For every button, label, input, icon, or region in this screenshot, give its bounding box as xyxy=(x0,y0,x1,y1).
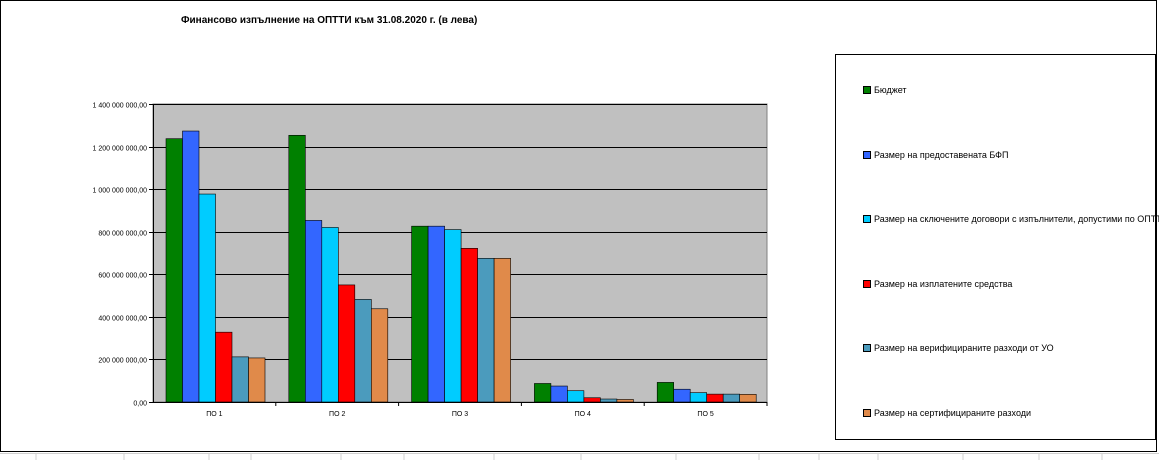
y-tick-label: 1 400 000 000,00 xyxy=(93,103,148,110)
legend-label: Бюджет xyxy=(874,85,907,95)
y-tick-label: 800 000 000,00 xyxy=(98,231,147,238)
bar xyxy=(165,138,183,403)
bar xyxy=(304,220,323,403)
legend-swatch xyxy=(863,408,871,417)
y-tick-label: 1 000 000 000,00 xyxy=(93,188,148,195)
bar xyxy=(411,225,429,403)
bar xyxy=(493,258,511,403)
legend-label: Размер на сключените договори с изпълнит… xyxy=(874,214,1159,224)
y-tick-label: 0,00 xyxy=(133,401,147,408)
bar xyxy=(354,299,372,403)
bar xyxy=(567,390,585,403)
bar xyxy=(583,397,601,403)
legend-swatch xyxy=(863,86,871,94)
legend-item: Размер на изплатените средства xyxy=(863,279,1012,289)
legend-item: Размер на предоставената БФП xyxy=(863,150,1009,160)
legend-swatch xyxy=(863,150,871,159)
bar xyxy=(616,399,634,403)
bar xyxy=(722,393,741,403)
x-tick-label: ПО 4 xyxy=(575,411,591,418)
bar xyxy=(477,258,495,403)
bar xyxy=(656,382,675,403)
bar xyxy=(182,130,200,403)
bar xyxy=(460,248,478,403)
bar xyxy=(337,284,356,403)
bar xyxy=(370,308,389,403)
legend-swatch xyxy=(863,279,871,288)
x-tick-label: ПО 5 xyxy=(697,411,713,418)
bar xyxy=(534,383,552,403)
y-tick-label: 200 000 000,00 xyxy=(98,358,147,365)
legend-label: Размер на предоставената БФП xyxy=(874,149,1009,160)
legend-label: Размер на сертифицираните разходи xyxy=(874,407,1032,418)
legend-label: Размер на верифицираните разходи от УО xyxy=(874,343,1054,353)
bar xyxy=(689,392,708,403)
bar xyxy=(739,394,757,403)
sheet-gridlines xyxy=(0,453,1159,460)
legend-swatch xyxy=(863,344,871,352)
legend-item: Размер на сертифицираните разходи xyxy=(863,408,1031,418)
legend-label: Размер на изплатените средства xyxy=(874,278,1013,289)
x-tick-label: ПО 1 xyxy=(206,411,222,418)
bar xyxy=(673,388,691,403)
bar xyxy=(427,225,445,403)
y-tick-label: 1 200 000 000,00 xyxy=(93,146,148,153)
bar xyxy=(600,398,618,403)
bar xyxy=(248,357,266,403)
legend-item: Размер на сключените договори с изпълнит… xyxy=(863,214,1159,224)
y-tick-label: 600 000 000,00 xyxy=(98,273,147,280)
bar xyxy=(550,385,568,403)
legend: Бюджет Размер на предоставената БФП Размер… xyxy=(835,54,1159,440)
x-tick-label: ПО 2 xyxy=(329,411,345,418)
bar xyxy=(706,393,724,403)
legend-swatch xyxy=(863,215,871,223)
legend-item: Бюджет xyxy=(863,85,907,95)
bar xyxy=(231,356,249,403)
x-tick-label: ПО 3 xyxy=(452,411,468,418)
bar xyxy=(321,227,339,403)
bar xyxy=(444,229,462,403)
bar xyxy=(215,331,233,403)
bar xyxy=(288,134,306,403)
chart-title: Финансово изпълнение на ОПТТИ към 31.08.… xyxy=(181,15,478,26)
y-tick-label: 400 000 000,00 xyxy=(98,316,147,323)
legend-item: Размер на верифицираните разходи от УО xyxy=(863,343,1054,353)
bar xyxy=(198,193,216,403)
plot-layer: 0,00 200 000 000,00 400 000 000,00 600 000 … xyxy=(93,103,768,418)
